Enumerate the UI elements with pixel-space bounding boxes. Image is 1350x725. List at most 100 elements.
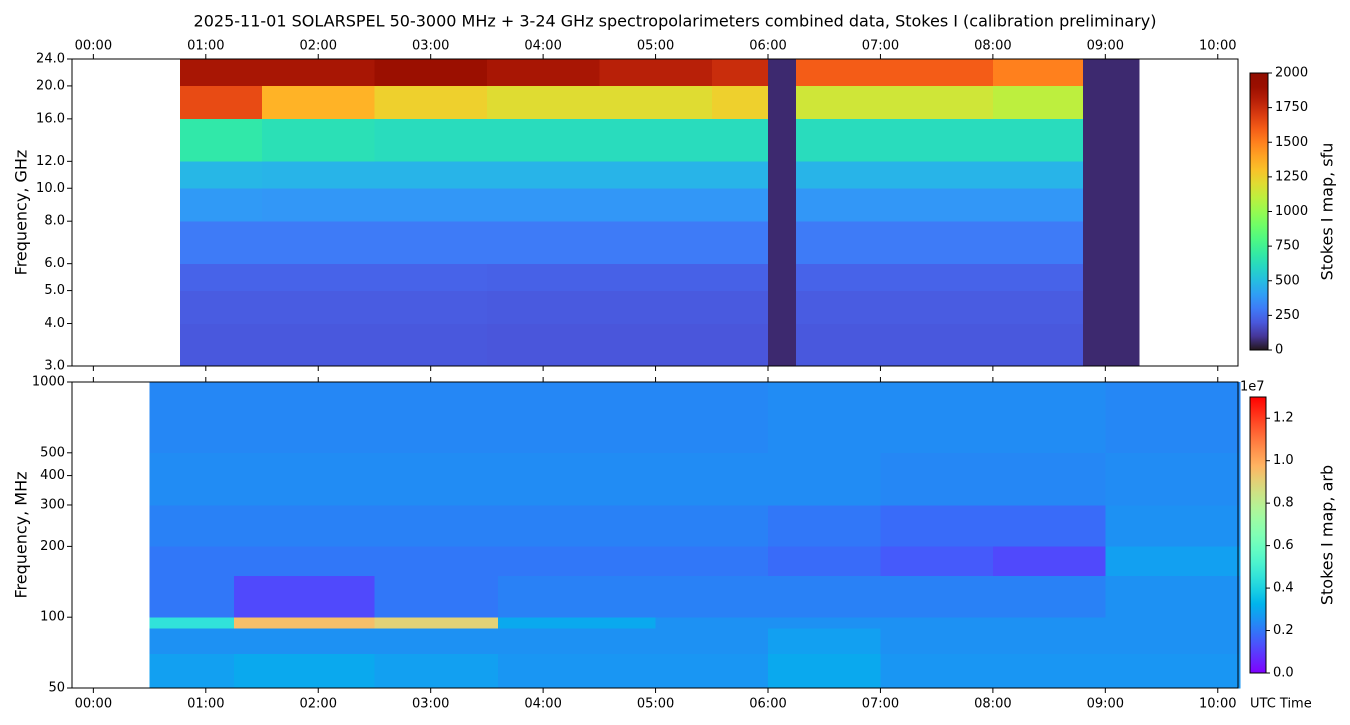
heatmap-cell xyxy=(992,59,1084,87)
heatmap-cell xyxy=(599,85,713,120)
colorbar xyxy=(1249,72,1269,351)
x-tick-label: 05:00 xyxy=(637,39,674,54)
y-tick-label: 16.0 xyxy=(36,111,65,126)
heatmap-cell xyxy=(711,323,769,367)
x-tick-label: 06:00 xyxy=(749,697,786,712)
y-axis-label: Frequency, GHz xyxy=(12,150,31,276)
heatmap-cell xyxy=(149,382,235,454)
heatmap-cell xyxy=(486,263,600,291)
heatmap-cell xyxy=(233,382,375,454)
heatmap-cell xyxy=(992,627,1106,654)
x-tick-label: 04:00 xyxy=(524,39,561,54)
heatmap-cell xyxy=(880,617,994,629)
heatmap-cell xyxy=(1105,653,1241,689)
heatmap-cell xyxy=(374,546,499,577)
heatmap-cell xyxy=(880,85,994,120)
heatmap-cell xyxy=(768,323,797,367)
colorbar xyxy=(1249,396,1267,674)
heatmap-cell xyxy=(992,653,1106,689)
colorbar-tick-label: 1750 xyxy=(1275,100,1308,115)
heatmap-cell xyxy=(374,653,499,689)
heatmap-cell xyxy=(880,504,994,547)
heatmap-cell xyxy=(1082,85,1140,120)
y-tick-label: 400 xyxy=(40,468,65,483)
heatmap-cell xyxy=(655,653,769,689)
y-tick-label: 12.0 xyxy=(36,154,65,169)
heatmap-cell xyxy=(498,382,656,454)
heatmap-cell xyxy=(711,188,769,222)
heatmap-cell xyxy=(1105,617,1241,629)
x-tick-label: 01:00 xyxy=(187,39,224,54)
heatmap-cell xyxy=(599,59,713,87)
heatmap-cell xyxy=(599,290,713,324)
heatmap-cell xyxy=(498,653,656,689)
colorbar-tick-label: 0.0 xyxy=(1273,666,1294,681)
heatmap-cell xyxy=(711,85,769,120)
y-tick-label: 8.0 xyxy=(44,214,65,229)
heatmap-cell xyxy=(1105,382,1241,454)
colorbar-tick-label: 2000 xyxy=(1275,66,1308,81)
heatmap-cell xyxy=(880,221,994,264)
heatmap-cell xyxy=(768,263,797,291)
heatmap-cell xyxy=(374,504,499,547)
heatmap-cell xyxy=(992,617,1106,629)
heatmap-cell xyxy=(486,59,600,87)
colorbar-tick-label: 0 xyxy=(1275,343,1283,358)
colorbar-offset: 1e7 xyxy=(1240,380,1265,395)
heatmap-cell xyxy=(179,263,263,291)
heatmap-cell xyxy=(262,290,375,324)
heatmap-cell xyxy=(233,617,375,629)
heatmap-cell xyxy=(711,161,769,189)
heatmap-cell xyxy=(374,575,499,618)
heatmap-cell xyxy=(768,627,881,654)
heatmap-cell xyxy=(880,323,994,367)
heatmap-cell xyxy=(992,382,1106,454)
x-tick-label: 08:00 xyxy=(974,697,1011,712)
heatmap-cell xyxy=(880,161,994,189)
heatmap-cell xyxy=(880,627,994,654)
heatmap-cell xyxy=(486,161,600,189)
heatmap-cell xyxy=(992,118,1084,162)
heatmap-cell xyxy=(768,85,797,120)
heatmap-cell xyxy=(880,59,994,87)
heatmap-cell xyxy=(374,617,499,629)
y-tick-label: 6.0 xyxy=(44,256,65,271)
heatmap-cell xyxy=(992,290,1084,324)
colorbar-tick-label: 1000 xyxy=(1275,204,1308,219)
heatmap-cell xyxy=(655,546,769,577)
heatmap-cell xyxy=(179,323,263,367)
colorbar-label: Stokes I map, arb xyxy=(1318,465,1337,605)
heatmap-cell xyxy=(711,221,769,264)
x-tick-label: 08:00 xyxy=(974,39,1011,54)
heatmap-cell xyxy=(374,188,488,222)
heatmap-cell xyxy=(655,452,769,506)
heatmap-cell xyxy=(711,263,769,291)
heatmap-cell xyxy=(796,323,881,367)
heatmap-cell xyxy=(374,263,488,291)
heatmap-cell xyxy=(149,452,235,506)
heatmap-cell xyxy=(880,575,994,618)
heatmap-cell xyxy=(768,617,881,629)
x-axis-label: UTC Time xyxy=(1250,697,1312,712)
heatmap-cell xyxy=(1105,546,1241,577)
heatmap-cell xyxy=(599,118,713,162)
heatmap-cell xyxy=(655,382,769,454)
heatmap-cell xyxy=(796,263,881,291)
heatmap-cell xyxy=(262,85,375,120)
heatmap-cell xyxy=(880,118,994,162)
heatmap-cell xyxy=(880,290,994,324)
x-tick-label: 00:00 xyxy=(75,39,112,54)
heatmap-cell xyxy=(768,161,797,189)
heatmap-cell xyxy=(880,452,994,506)
heatmap-cell xyxy=(992,85,1084,120)
heatmap-cell xyxy=(233,504,375,547)
heatmap-cell xyxy=(374,382,499,454)
heatmap-cell xyxy=(233,452,375,506)
plot-frame xyxy=(71,381,1239,689)
heatmap-cell xyxy=(655,575,769,618)
heatmap-cell xyxy=(262,323,375,367)
heatmap-cell xyxy=(768,382,881,454)
heatmap-cell xyxy=(992,452,1106,506)
colorbar-tick-label: 0.8 xyxy=(1273,496,1294,511)
